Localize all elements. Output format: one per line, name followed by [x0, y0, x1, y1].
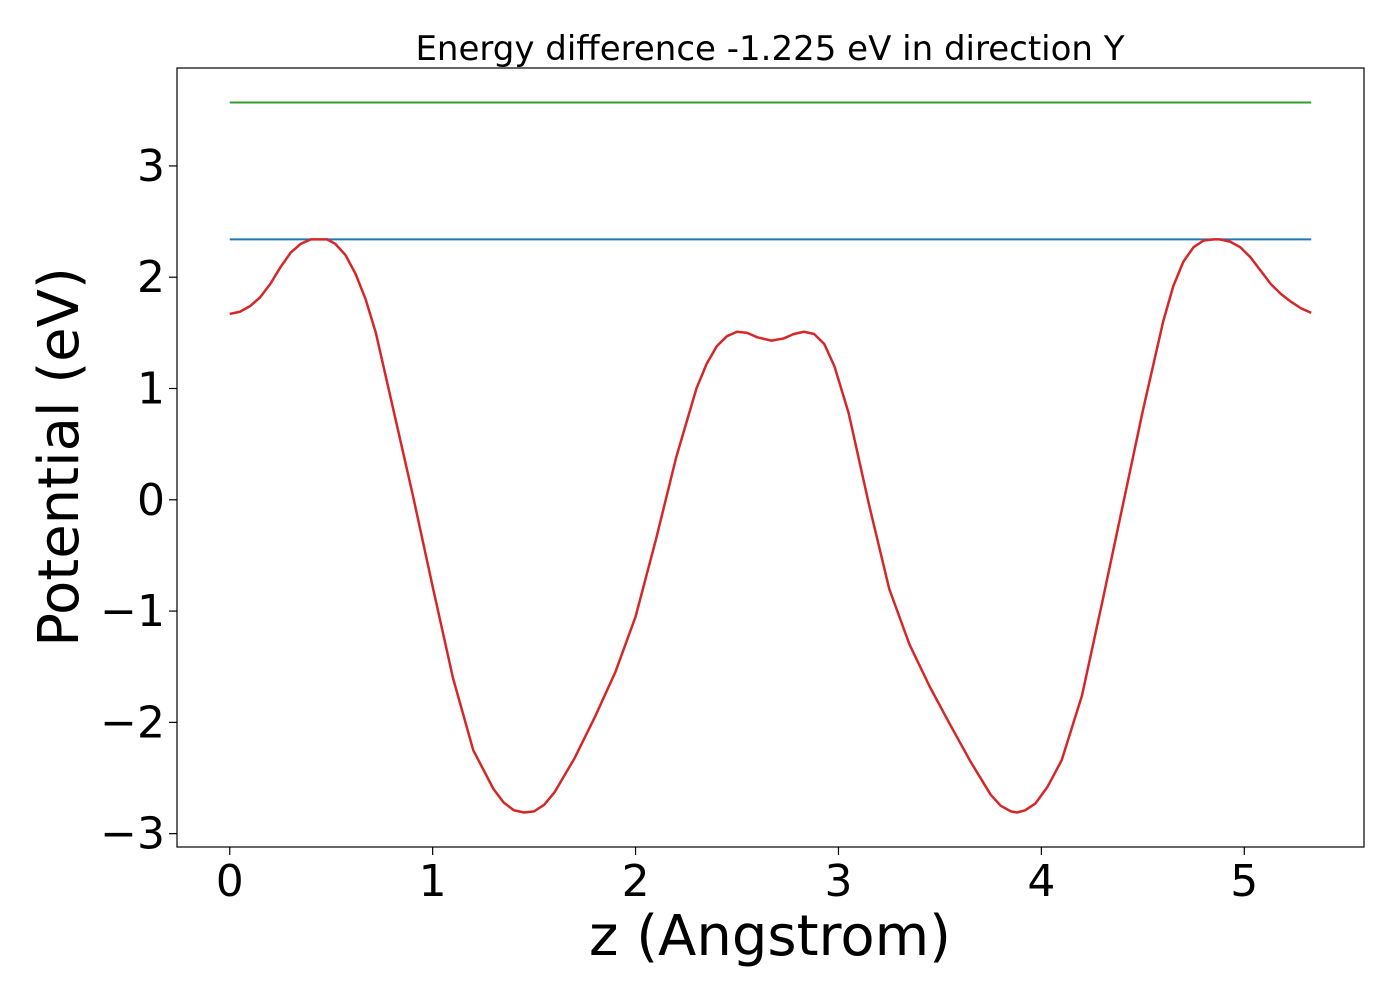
- y-tick-label-1: −2: [100, 697, 165, 748]
- y-tick-label-2: −1: [100, 586, 165, 637]
- plot-area: [176, 67, 1365, 848]
- y-axis-label: Potential (eV): [27, 267, 92, 647]
- plot-frame: [176, 67, 1365, 848]
- y-axis-ticks: −3 −2 −1 0 1 2 3: [100, 141, 177, 860]
- y-tick-label-3: 0: [137, 475, 165, 526]
- x-tick-label-1: 1: [419, 856, 447, 907]
- chart-title: Energy difference -1.225 eV in direction…: [415, 29, 1124, 69]
- series-line-3: [229, 238, 1312, 814]
- x-tick-label-3: 3: [824, 856, 852, 907]
- x-axis-label: z (Angstrom): [589, 904, 951, 969]
- y-tick-label-0: −3: [100, 809, 165, 860]
- x-axis-ticks: 0 1 2 3 4 5: [216, 847, 1258, 907]
- x-tick-label-2: 2: [622, 856, 650, 907]
- y-tick-label-5: 2: [137, 252, 165, 303]
- x-tick-label-5: 5: [1230, 856, 1258, 907]
- series-layer: [229, 101, 1312, 814]
- y-tick-label-4: 1: [137, 364, 165, 415]
- y-tick-label-6: 3: [137, 141, 165, 192]
- x-tick-label-4: 4: [1027, 856, 1055, 907]
- x-tick-label-0: 0: [216, 856, 244, 907]
